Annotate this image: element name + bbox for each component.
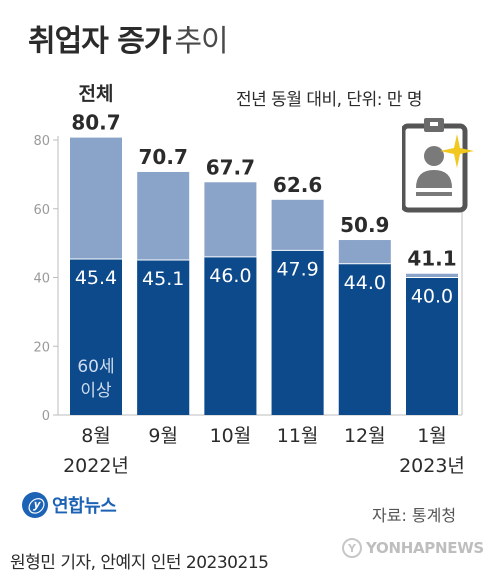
unit-note: 전년 동월 대비, 단위: 만 명 (236, 90, 423, 110)
y-tick-label: 20 (33, 340, 50, 355)
byline: 원형민 기자, 안예지 인턴 20230215 (10, 553, 269, 573)
x-tick-label: 10월 (210, 425, 252, 447)
y-tick-label: 40 (33, 272, 50, 287)
title-suffix: 추이 (174, 24, 228, 59)
seniors-value-label: 44.0 (344, 272, 386, 294)
total-value-label: 70.7 (139, 145, 188, 169)
x-tick-label: 9월 (148, 425, 178, 447)
x-year-label: 2022년 (63, 455, 129, 477)
total-value-label: 62.6 (273, 173, 322, 197)
bar-seniors (338, 263, 391, 415)
total-value-label: 41.1 (407, 247, 456, 271)
x-tick-label: 11월 (277, 425, 319, 447)
logo-text: 연합뉴스 (52, 496, 117, 517)
chart-title: 취업자 증가 추이 (28, 16, 229, 60)
total-value-label: 80.7 (71, 111, 120, 135)
bar-seniors (70, 258, 122, 415)
watermark-text: YONHAPNEWS (366, 539, 484, 557)
total-value-label: 50.9 (340, 213, 389, 237)
yonhap-logo: ⓨ 연합뉴스 (22, 492, 117, 518)
yonhap-logo-mark: ⓨ (22, 492, 48, 518)
watermark-mark: Y (342, 538, 362, 558)
seniors-value-label: 45.4 (75, 267, 117, 289)
x-tick-label: 1월 (417, 425, 447, 447)
series-label-total: 전체 (79, 83, 114, 105)
sparkle-icon (440, 134, 474, 168)
y-tick-label: 60 (33, 203, 50, 218)
y-tick-label: 80 (33, 134, 50, 149)
yonhapnews-watermark: Y YONHAPNEWS (342, 538, 484, 558)
bar-seniors (271, 250, 324, 415)
y-tick-label: 0 (42, 409, 50, 424)
seniors-value-label: 47.9 (276, 258, 318, 280)
seniors-value-label: 45.1 (142, 268, 184, 290)
bar-seniors (406, 277, 458, 415)
x-year-label: 2023년 (399, 455, 465, 477)
bar-seniors (204, 256, 257, 415)
id-badge-icon (402, 118, 468, 213)
seniors-value-label: 46.0 (209, 265, 251, 287)
series-label-seniors: 60세 (77, 357, 114, 377)
title-main: 취업자 증가 (28, 24, 171, 59)
x-tick-label: 12월 (344, 425, 386, 447)
source-note: 자료: 통계청 (372, 506, 457, 525)
total-value-label: 67.7 (206, 155, 255, 179)
x-tick-label: 8월 (81, 425, 111, 447)
bar-seniors (137, 259, 190, 415)
series-label-seniors: 이상 (80, 381, 112, 401)
seniors-value-label: 40.0 (411, 286, 453, 308)
